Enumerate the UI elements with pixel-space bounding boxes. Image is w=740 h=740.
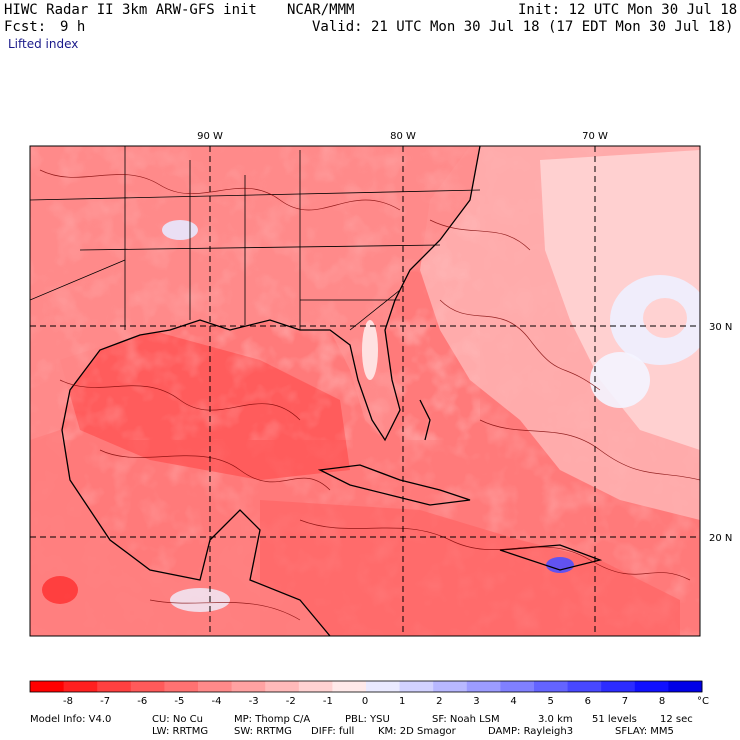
footer-lw: LW: RRTMG <box>152 726 209 737</box>
colorbar-swatch <box>567 681 602 692</box>
lon-label-80w: 80 W <box>390 131 416 142</box>
map-frame <box>29 145 701 637</box>
map-field <box>30 146 700 636</box>
forecast-label: Fcst: <box>4 19 47 35</box>
colorbar-unit: °C <box>697 696 709 707</box>
colorbar-swatch <box>433 681 468 692</box>
colorbar-tick-label: 6 <box>585 696 591 707</box>
colorbar-tick-label: 3 <box>473 696 479 707</box>
init-time: Init: 12 UTC Mon 30 Jul 18 <box>518 2 738 18</box>
colorbar-swatch <box>298 681 333 692</box>
colorbar-swatch <box>534 681 569 692</box>
colorbar-tick-label: 7 <box>622 696 628 707</box>
footer-pbl: PBL: YSU <box>345 714 390 725</box>
colorbar-swatch <box>130 681 165 692</box>
footer-diff: DIFF: full <box>311 726 355 737</box>
colorbar: -8 -7 -6 -5 -4 -3 -2 -1 0 1 2 3 4 5 6 7 8 <box>29 680 703 707</box>
state-borders <box>30 146 481 331</box>
colorbar-tick-label: -8 <box>63 696 73 707</box>
colorbar-tick-label: -3 <box>249 696 259 707</box>
forecast-hour: 9 h <box>60 19 86 35</box>
model-title: HIWC Radar II 3km ARW-GFS init <box>4 2 257 18</box>
colorbar-swatch <box>366 681 401 692</box>
lat-label-30n: 30 N <box>709 322 732 333</box>
organization: NCAR/MMM <box>287 2 355 18</box>
colorbar-swatch <box>601 681 636 692</box>
colorbar-tick-label: 8 <box>659 696 665 707</box>
colorbar-frame <box>29 680 703 693</box>
colorbar-swatch <box>399 681 434 692</box>
footer-model-info: Model Info: V4.0 <box>30 714 112 725</box>
valid-time: Valid: 21 UTC Mon 30 Jul 18 (17 EDT Mon … <box>312 19 734 35</box>
field-name: Lifted index <box>8 37 79 51</box>
colorbar-tick-label: -7 <box>100 696 110 707</box>
colorbar-swatch <box>265 681 300 692</box>
footer-km: KM: 2D Smagor <box>378 726 456 737</box>
colorbar-swatch <box>634 681 669 692</box>
colorbar-tick-label: 4 <box>510 696 516 707</box>
footer-mp: MP: Thomp C/A <box>234 714 311 725</box>
colorbar-swatch <box>500 681 535 692</box>
footer-grid: 3.0 km <box>538 714 573 725</box>
footer-sflay: SFLAY: MM5 <box>615 726 674 737</box>
colorbar-swatch <box>97 681 132 692</box>
lat-lon-grid <box>30 146 700 636</box>
lon-label-90w: 90 W <box>197 131 223 142</box>
footer-timestep: 12 sec <box>660 714 693 725</box>
footer-sf: SF: Noah LSM <box>432 714 500 725</box>
coastlines <box>61 146 603 636</box>
colorbar-tick-label: 5 <box>547 696 553 707</box>
colorbar-tick-label: -4 <box>212 696 222 707</box>
colorbar-tick-label: 1 <box>399 696 405 707</box>
colorbar-tick-label: -5 <box>174 696 184 707</box>
footer-sw: SW: RRTMG <box>234 726 292 737</box>
colorbar-tick-label: 0 <box>362 696 368 707</box>
colorbar-swatch <box>332 681 367 692</box>
contour-lines <box>39 169 700 621</box>
colorbar-tick-label: -6 <box>137 696 147 707</box>
footer-damp: DAMP: Rayleigh3 <box>488 726 574 737</box>
colorbar-swatch <box>30 681 65 692</box>
colorbar-swatch <box>466 681 501 692</box>
colorbar-tick-label: -1 <box>323 696 333 707</box>
colorbar-swatch <box>63 681 98 692</box>
colorbar-swatch <box>668 681 703 692</box>
lat-label-20n: 20 N <box>709 533 732 544</box>
lon-label-70w: 70 W <box>582 131 608 142</box>
footer-levels: 51 levels <box>592 714 637 725</box>
colorbar-tick-label: 2 <box>436 696 442 707</box>
colorbar-swatch <box>231 681 266 692</box>
colorbar-tick-label: -2 <box>286 696 296 707</box>
stable-area-hispaniola <box>546 557 574 573</box>
colorbar-swatch <box>164 681 199 692</box>
colorbar-swatch <box>198 681 233 692</box>
footer-cu: CU: No Cu <box>152 714 203 725</box>
